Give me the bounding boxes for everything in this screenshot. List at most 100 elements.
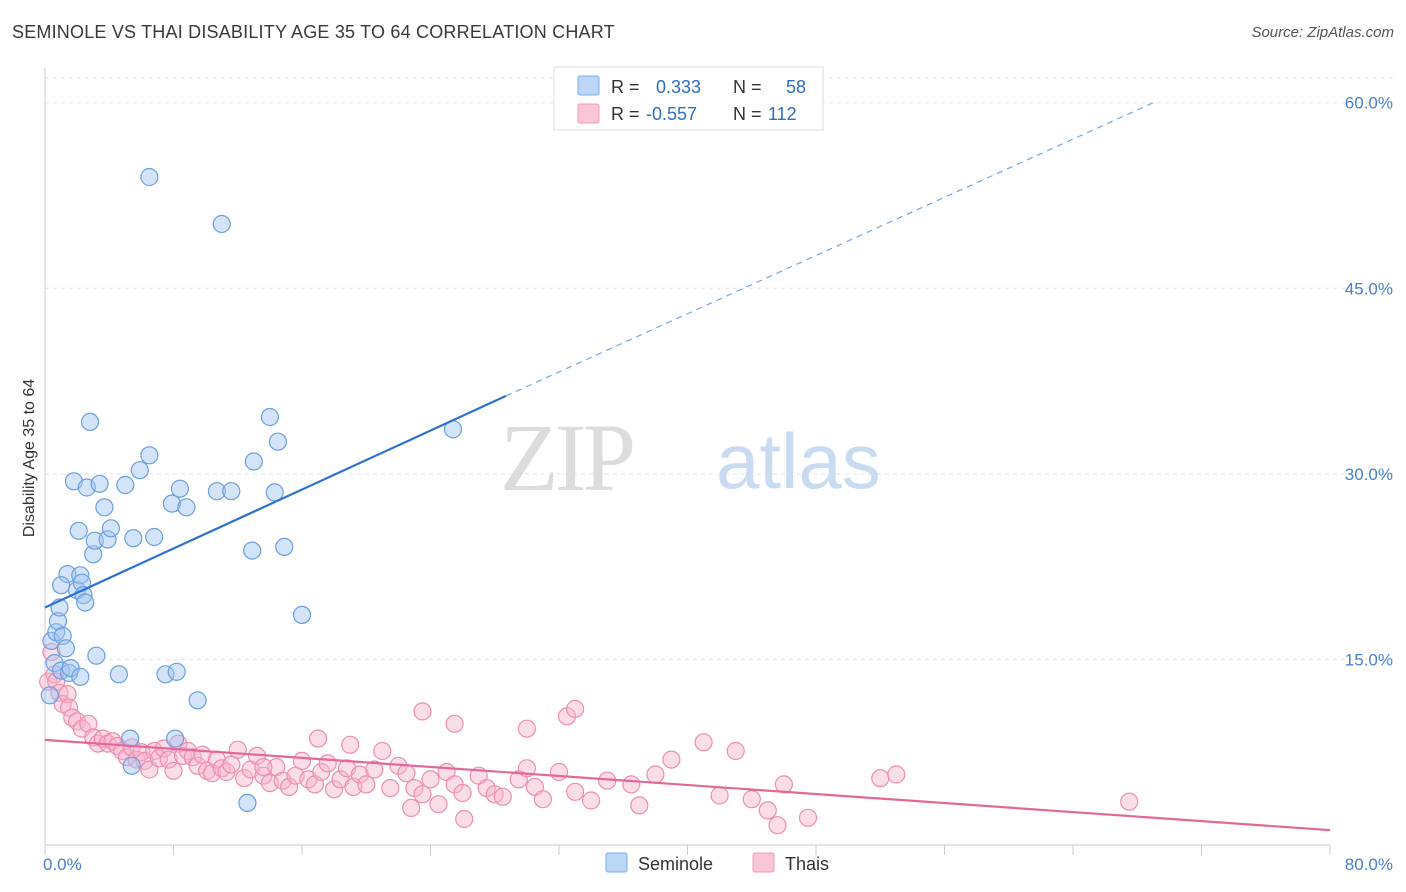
seminole-point [145, 527, 164, 547]
thais-point [646, 765, 665, 784]
seminole-point [71, 566, 90, 585]
thais-point [149, 749, 169, 768]
thais-point [710, 786, 729, 805]
thais-point [429, 795, 448, 814]
thais-point [402, 798, 421, 818]
correlation-legend: R = 0.333 N = 58 R = -0.557 N = 112 [553, 66, 824, 131]
seminole-point [140, 167, 159, 187]
seminole-point [116, 475, 135, 495]
seminole-point [98, 530, 117, 549]
legend-r-label: R = [611, 77, 640, 97]
seminole-point [95, 498, 114, 517]
thais-point [280, 777, 299, 797]
thais-point [58, 684, 77, 704]
seminole-point [188, 691, 207, 710]
y-tick-label: 60.0% [1345, 94, 1393, 113]
thais-point [222, 755, 241, 774]
legend-r-value: -0.557 [646, 104, 697, 124]
y-tick-label: 45.0% [1345, 279, 1393, 298]
seminole-point [166, 729, 185, 748]
thais-point [381, 778, 400, 798]
seminole-point [238, 793, 257, 813]
seminole-point [51, 576, 71, 595]
thais-point [365, 760, 384, 779]
seminole-point [40, 686, 59, 705]
legend-swatch-seminole [605, 852, 628, 873]
thais-point [79, 714, 98, 733]
seminole-point [76, 593, 95, 612]
seminole-point [84, 545, 103, 564]
thais-point [871, 769, 890, 788]
thais-point [662, 750, 681, 769]
thais-point [581, 791, 601, 810]
thais-point [413, 702, 432, 721]
y-tick-label: 30.0% [1345, 465, 1393, 484]
thais-point [292, 751, 312, 771]
series-legend: Seminole Thais [605, 852, 829, 874]
legend-n-value: 58 [786, 77, 806, 97]
thais-point [798, 808, 818, 827]
gridlines [45, 77, 1395, 660]
thais-point [325, 780, 344, 799]
seminole-point [80, 412, 100, 431]
thais-point [768, 816, 787, 835]
thais-point [445, 714, 464, 733]
seminole-point [71, 667, 90, 686]
thais-point [533, 790, 553, 809]
thais-point [421, 770, 440, 789]
legend-swatch-thais [577, 103, 600, 124]
seminole-point [260, 407, 279, 427]
thais-point [565, 782, 585, 801]
legend-r-value: 0.333 [656, 77, 701, 97]
seminole-point [122, 756, 141, 775]
thais-point [413, 785, 432, 804]
source-credit: Source: ZipAtlas.com [1251, 24, 1394, 41]
seminole-point [244, 452, 263, 471]
thais-point [164, 761, 183, 780]
seminole-trend-extension [505, 102, 1154, 397]
thais-point [188, 756, 207, 775]
seminole-point [292, 605, 312, 625]
seminole-point [130, 461, 149, 480]
thais-point [887, 765, 906, 784]
legend-swatch-seminole [577, 75, 600, 96]
watermark: ZIP atlas [500, 404, 881, 511]
y-axis-title: Disability Age 35 to 64 [21, 379, 38, 537]
seminole-point [109, 665, 129, 684]
x-tick-labels: 0.0% 80.0% [43, 855, 1393, 874]
axes [44, 68, 1331, 855]
seminole-point [87, 646, 106, 665]
thais-point [318, 754, 337, 773]
legend-n-label: N = [733, 77, 762, 97]
seminole-trend-line [44, 394, 507, 609]
thais-point [726, 741, 745, 761]
thais-point [493, 787, 512, 806]
thais-point [254, 757, 273, 777]
seminole-point [69, 521, 88, 540]
thais-point [758, 801, 777, 820]
x-tick-label: 80.0% [1345, 855, 1393, 874]
legend-label-thais: Thais [785, 854, 829, 874]
x-tick-label: 0.0% [43, 855, 82, 874]
seminole-point [101, 519, 121, 538]
seminole-point [177, 498, 196, 517]
seminole-point [212, 214, 231, 234]
legend-n-label: N = [733, 104, 762, 124]
seminole-point [121, 729, 140, 748]
y-tick-label: 15.0% [1345, 650, 1393, 669]
thais-point [309, 729, 328, 748]
chart-title: SEMINOLE VS THAI DISABILITY AGE 35 TO 64… [12, 22, 615, 42]
thais-trend-line [44, 738, 1331, 832]
thais-point [453, 783, 472, 803]
thais-point [228, 740, 247, 759]
seminole-points [40, 167, 463, 813]
thais-point [174, 746, 193, 766]
legend-swatch-thais [752, 852, 775, 873]
thais-point [397, 764, 416, 783]
thais-point [549, 762, 569, 782]
thais-point [742, 790, 761, 809]
thais-point [203, 764, 222, 783]
thais-point [59, 698, 79, 717]
thais-point [565, 699, 585, 719]
